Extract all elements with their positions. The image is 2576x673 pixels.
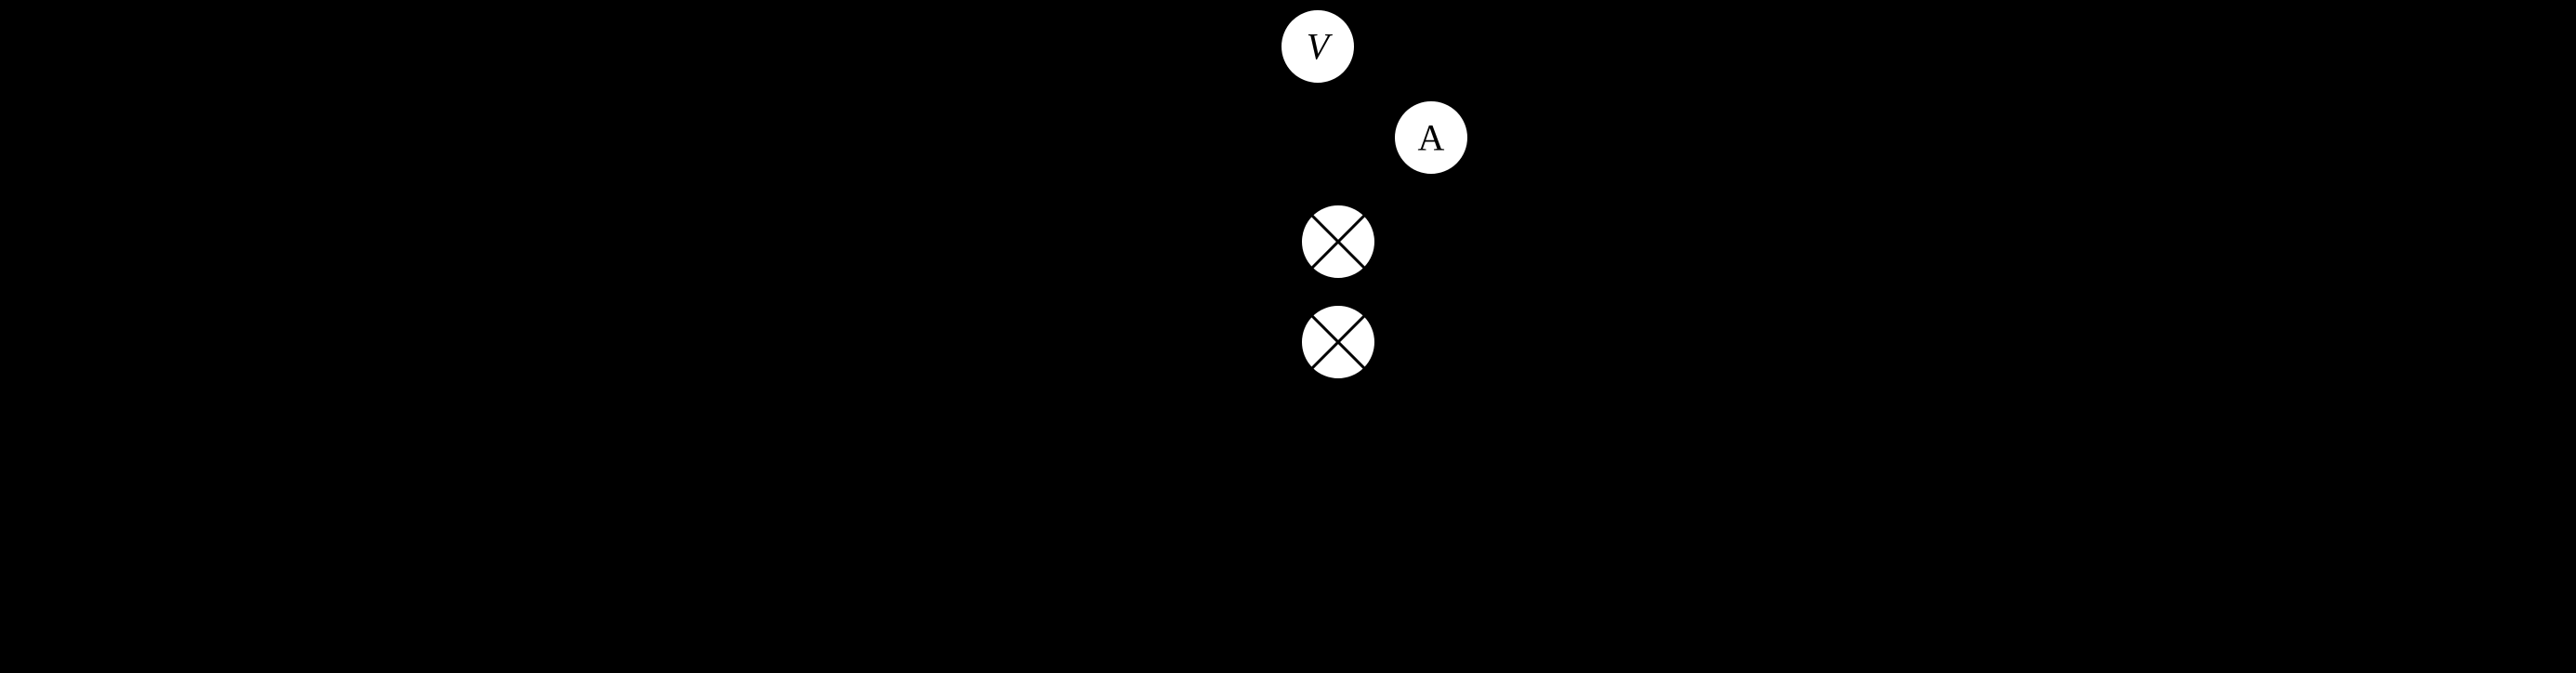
node-X2 — [1301, 305, 1375, 379]
node-V: V — [1281, 9, 1355, 84]
diagram-background — [0, 0, 2576, 673]
node-label: A — [1418, 117, 1445, 159]
node-X1 — [1301, 205, 1375, 279]
tree-diagram: VA — [0, 0, 2576, 673]
node-A: A — [1394, 100, 1468, 175]
